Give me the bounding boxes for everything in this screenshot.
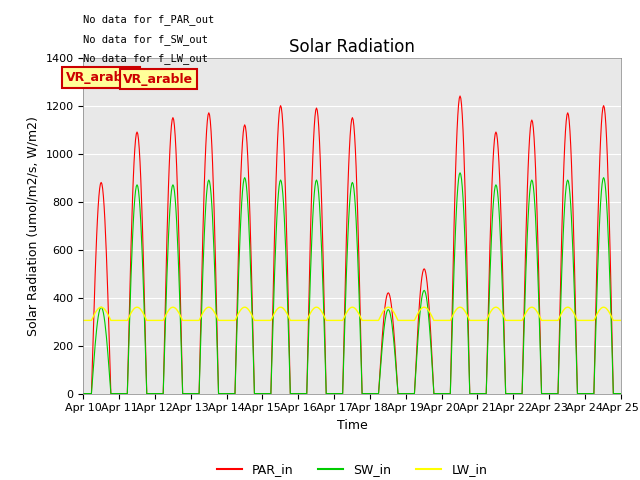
SW_in [79,391,87,396]
Y-axis label: Solar Radiation (umol/m2/s, W/m2): Solar Radiation (umol/m2/s, W/m2) [27,116,40,336]
SW_in [227,391,235,396]
LW_in [200,309,207,314]
Line: LW_in: LW_in [83,307,621,321]
PAR_in [417,280,425,286]
PAR_in [199,232,207,238]
Title: Solar Radiation: Solar Radiation [289,38,415,56]
LW_in [228,318,236,324]
Line: SW_in: SW_in [83,173,621,394]
PAR_in [145,391,152,396]
PAR_in [79,391,87,396]
PAR_in [456,93,464,99]
Text: No data for f_PAR_out: No data for f_PAR_out [83,14,214,25]
Text: VR_arable: VR_arable [124,73,193,86]
SW_in [433,391,441,396]
SW_in [199,270,207,276]
PAR_in [617,391,625,396]
SW_in [417,300,425,305]
LW_in [79,318,87,324]
LW_in [617,318,625,324]
Line: PAR_in: PAR_in [83,96,621,394]
LW_in [89,314,97,320]
LW_in [97,304,105,310]
Text: VR_arable: VR_arable [66,71,136,84]
X-axis label: Time: Time [337,419,367,432]
SW_in [456,170,464,176]
LW_in [434,318,442,324]
LW_in [418,305,426,311]
PAR_in [89,341,97,347]
SW_in [145,391,152,396]
Text: No data for f_SW_out: No data for f_SW_out [83,34,208,45]
SW_in [617,391,625,396]
SW_in [89,371,97,376]
PAR_in [227,391,235,396]
PAR_in [433,391,441,396]
Text: No data for f_LW_out: No data for f_LW_out [83,53,208,64]
LW_in [145,318,153,324]
Legend: PAR_in, SW_in, LW_in: PAR_in, SW_in, LW_in [212,458,492,480]
